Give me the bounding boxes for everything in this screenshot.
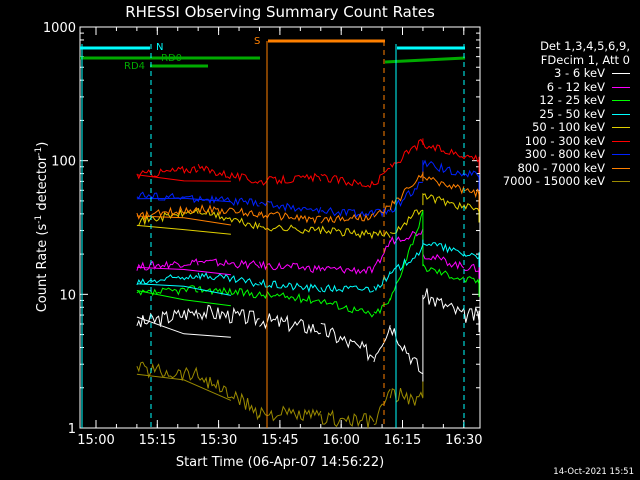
y-tick-label: 1000 — [43, 21, 76, 36]
legend-entry-label: 6 - 12 keV — [546, 79, 605, 94]
legend-entry: 25 - 50 keV — [503, 106, 630, 122]
legend-entry-label: 25 - 50 keV — [539, 106, 605, 121]
flag-label-rd4: RD4 — [124, 61, 145, 72]
legend-swatch — [612, 154, 630, 156]
legend-entry: 7000 - 15000 keV — [502, 174, 630, 189]
legend-swatch — [612, 113, 630, 115]
x-tick-label: 15:45 — [261, 433, 298, 448]
legend-entry-label: 800 - 7000 keV — [517, 160, 605, 175]
series-line-1 — [136, 228, 480, 282]
x-tick-label: 15:30 — [200, 433, 237, 448]
series-line-7 — [136, 171, 480, 226]
y-tick-label: 10 — [59, 288, 76, 303]
legend-entry-label: 300 - 800 keV — [524, 147, 605, 161]
x-axis-label: Start Time (06-Apr-07 14:56:22) — [176, 455, 384, 470]
legend-entry: 6 - 12 keV — [503, 79, 630, 95]
legend-entry: 12 - 25 keV — [503, 93, 630, 108]
series-line-2 — [136, 210, 480, 318]
legend-swatch — [612, 86, 630, 88]
x-tick-label: 16:15 — [384, 433, 421, 448]
legend-entry-label: 100 - 300 keV — [524, 133, 605, 148]
legend-swatch — [612, 140, 630, 142]
x-tick-label: 15:00 — [77, 433, 114, 448]
legend-entry: 3 - 6 keV — [503, 66, 630, 81]
legend-swatch — [612, 167, 630, 169]
flag-label-s: S — [254, 36, 260, 47]
generation-timestamp: 14-Oct-2021 15:51 — [553, 467, 634, 477]
legend-entry-label: 3 - 6 keV — [554, 66, 605, 80]
series-line-6 — [136, 159, 480, 218]
x-tick-label: 16:00 — [322, 433, 359, 448]
flag-label-n: N — [156, 42, 163, 53]
legend-entry-label: 7000 - 15000 keV — [502, 174, 605, 188]
y-tick-label: 1 — [68, 422, 76, 437]
legend-entry-label: 50 - 100 keV — [532, 120, 605, 134]
legend-swatch — [612, 100, 630, 102]
legend-header-line: Det 1,3,4,5,6,9, — [540, 39, 630, 53]
y-axis-label: Count Rate (s-1 detector-1) — [34, 142, 50, 313]
series-line-5 — [136, 138, 480, 189]
series-line-3 — [136, 239, 480, 296]
legend-swatch — [612, 73, 630, 75]
legend-entry: 300 - 800 keV — [503, 147, 630, 162]
y-tick-label: 100 — [51, 155, 76, 170]
legend-entry: 800 - 7000 keV — [503, 160, 630, 176]
series-line-8 — [136, 361, 424, 429]
legend-swatch — [612, 181, 630, 183]
x-tick-label: 15:15 — [139, 433, 176, 448]
legend-entry: 100 - 300 keV — [503, 133, 630, 149]
legend-entry: 50 - 100 keV — [503, 120, 630, 135]
flag-label-rd0: RD0 — [161, 53, 182, 64]
legend-swatch — [612, 127, 630, 129]
series-line-4 — [136, 193, 480, 240]
flag-bar-rd0 — [384, 56, 466, 64]
series-line-0 — [136, 288, 480, 382]
legend-header-line: FDecim 1, Att 0 — [540, 52, 630, 67]
chart-title: RHESSI Observing Summary Count Rates — [125, 3, 435, 21]
legend-entry-label: 12 - 25 keV — [539, 93, 605, 107]
x-tick-label: 16:30 — [445, 433, 482, 448]
